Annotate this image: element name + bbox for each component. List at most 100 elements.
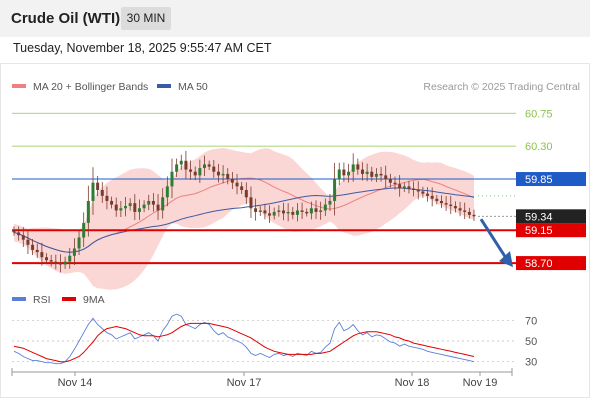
candle-body: [184, 160, 188, 170]
candle-body: [100, 190, 104, 196]
candle-body: [453, 206, 457, 209]
candle: [198, 159, 202, 184]
candle-body: [258, 210, 262, 212]
ma50-line: [13, 187, 475, 253]
candle-body: [235, 182, 239, 187]
candle-body: [435, 198, 439, 201]
candle: [142, 200, 146, 213]
candle-body: [374, 173, 378, 177]
rsi-tick-label: 30: [525, 357, 537, 369]
candle-body: [96, 182, 100, 190]
x-tick-label: Nov 18: [395, 377, 430, 389]
candle-body: [268, 213, 272, 216]
candle: [133, 194, 137, 221]
candle-body: [105, 195, 109, 201]
candle-body: [147, 200, 151, 205]
candle: [286, 203, 290, 222]
candle-body: [86, 200, 90, 223]
candle: [119, 200, 123, 218]
candle: [203, 155, 207, 176]
candle: [161, 188, 165, 219]
candle-body: [347, 171, 351, 176]
candle-body: [21, 235, 25, 240]
candle: [244, 182, 248, 205]
candle-body: [54, 261, 58, 264]
candle: [21, 227, 25, 248]
candle-body: [45, 257, 49, 261]
current-price-tag: [516, 209, 586, 224]
candle: [72, 238, 76, 265]
candle-body: [114, 204, 118, 211]
candle: [193, 166, 197, 181]
candle: [235, 173, 239, 195]
candle-body: [444, 203, 448, 205]
candle: [449, 195, 453, 214]
copyright-text: Research © 2025 Trading Central: [423, 81, 580, 93]
candle-body: [398, 184, 402, 189]
candle: [184, 150, 188, 179]
candle: [295, 203, 299, 222]
x-tick-label: Nov 17: [227, 377, 262, 389]
candle-body: [240, 186, 244, 190]
candle-body: [249, 197, 253, 209]
candle-body: [156, 204, 160, 211]
rsi-ma-line: [13, 322, 475, 363]
candle-body: [151, 200, 155, 205]
candle: [439, 195, 443, 209]
candle-body: [388, 179, 392, 183]
candle-body: [161, 197, 165, 211]
candle-body: [272, 211, 276, 216]
legend-label: MA 50: [178, 81, 208, 93]
candle: [323, 198, 327, 216]
candle-body: [449, 204, 453, 207]
rsi-line: [13, 313, 475, 365]
candle: [35, 243, 39, 258]
candle-body: [128, 203, 132, 207]
legend-label: RSI: [33, 294, 51, 306]
candle: [398, 175, 402, 197]
candle: [374, 168, 378, 183]
support-tag: [516, 256, 586, 271]
candle-body: [430, 195, 434, 199]
candle-body: [439, 200, 443, 204]
candle-body: [212, 166, 216, 172]
candle: [170, 158, 174, 199]
candle: [393, 176, 397, 190]
candle-body: [203, 164, 207, 169]
candle-body: [402, 186, 406, 189]
candle-body: [426, 193, 430, 196]
candle-body: [314, 208, 318, 212]
candle: [268, 205, 272, 223]
candle-body: [216, 171, 220, 176]
rsi-tick-label: 70: [525, 315, 537, 327]
candle: [216, 163, 220, 183]
candle-body: [63, 261, 67, 265]
candle: [337, 162, 341, 186]
candle: [49, 254, 53, 267]
forecast-arrow-shaft: [479, 218, 508, 259]
candle: [165, 176, 169, 207]
candle: [291, 206, 295, 220]
candle-body: [263, 210, 267, 214]
candle-body: [458, 208, 462, 211]
candle: [458, 201, 462, 217]
candle-body: [68, 255, 72, 262]
candle-body: [393, 182, 397, 185]
candle: [430, 187, 434, 207]
candle-body: [379, 173, 383, 176]
candle: [240, 181, 244, 194]
candle: [54, 254, 58, 270]
candle: [82, 212, 86, 247]
candle: [26, 229, 30, 255]
candle: [137, 199, 141, 220]
candle-body: [207, 164, 211, 167]
candle: [435, 194, 439, 205]
candle-body: [291, 211, 295, 215]
candle: [365, 163, 369, 182]
candle: [179, 154, 183, 170]
candle-body: [309, 208, 313, 214]
candle: [309, 201, 313, 220]
candle-body: [333, 179, 337, 201]
timeframe-badge[interactable]: 30 MIN: [121, 7, 171, 30]
candle-body: [277, 210, 281, 212]
